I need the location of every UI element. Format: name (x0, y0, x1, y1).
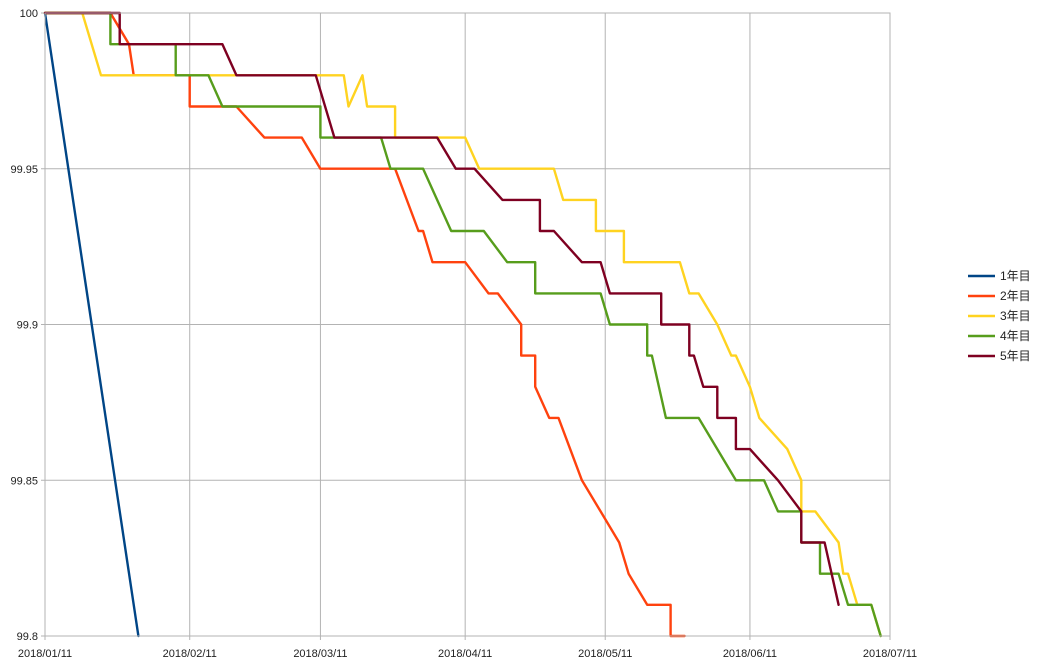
y-tick-label: 100 (20, 8, 38, 20)
y-tick-label: 99.95 (10, 164, 38, 176)
x-tick-label: 2018/01/11 (18, 648, 72, 660)
legend-item: 4年目 (968, 329, 1031, 343)
series-line-1 (43, 11, 140, 638)
legend-label: 5年目 (1000, 349, 1031, 363)
legend-item: 5年目 (968, 349, 1031, 363)
x-tick-label: 2018/05/11 (578, 648, 632, 660)
legend-item: 3年目 (968, 309, 1031, 323)
series-line-2 (43, 11, 686, 638)
y-tick-label: 99.8 (17, 631, 38, 643)
legend-label: 4年目 (1000, 329, 1031, 343)
series-lines (43, 11, 882, 638)
x-tick-label: 2018/02/11 (163, 648, 217, 660)
x-tick-label: 2018/07/11 (863, 648, 917, 660)
y-tick-label: 99.9 (17, 320, 38, 332)
x-tick-label: 2018/03/11 (293, 648, 347, 660)
legend-label: 3年目 (1000, 309, 1031, 323)
axes (44, 12, 891, 637)
x-tick-label: 2018/04/11 (438, 648, 492, 660)
legend-item: 2年目 (968, 289, 1031, 303)
legend-label: 2年目 (1000, 289, 1031, 303)
series-line-5 (43, 11, 840, 606)
y-axis-tick-labels: 99.8 99.85 99.9 99.95 100 (10, 8, 38, 643)
legend-item: 1年目 (968, 269, 1031, 283)
y-tick-label: 99.85 (10, 475, 38, 487)
x-tick-label: 2018/06/11 (723, 648, 777, 660)
plot-border (44, 12, 891, 637)
series-line-3 (43, 11, 882, 638)
legend: 1年目 2年目 3年目 4年目 5年目 (968, 269, 1031, 363)
legend-label: 1年目 (1000, 269, 1031, 283)
x-axis-tick-labels: 2018/01/11 2018/02/11 2018/03/11 2018/04/11… (18, 648, 917, 660)
